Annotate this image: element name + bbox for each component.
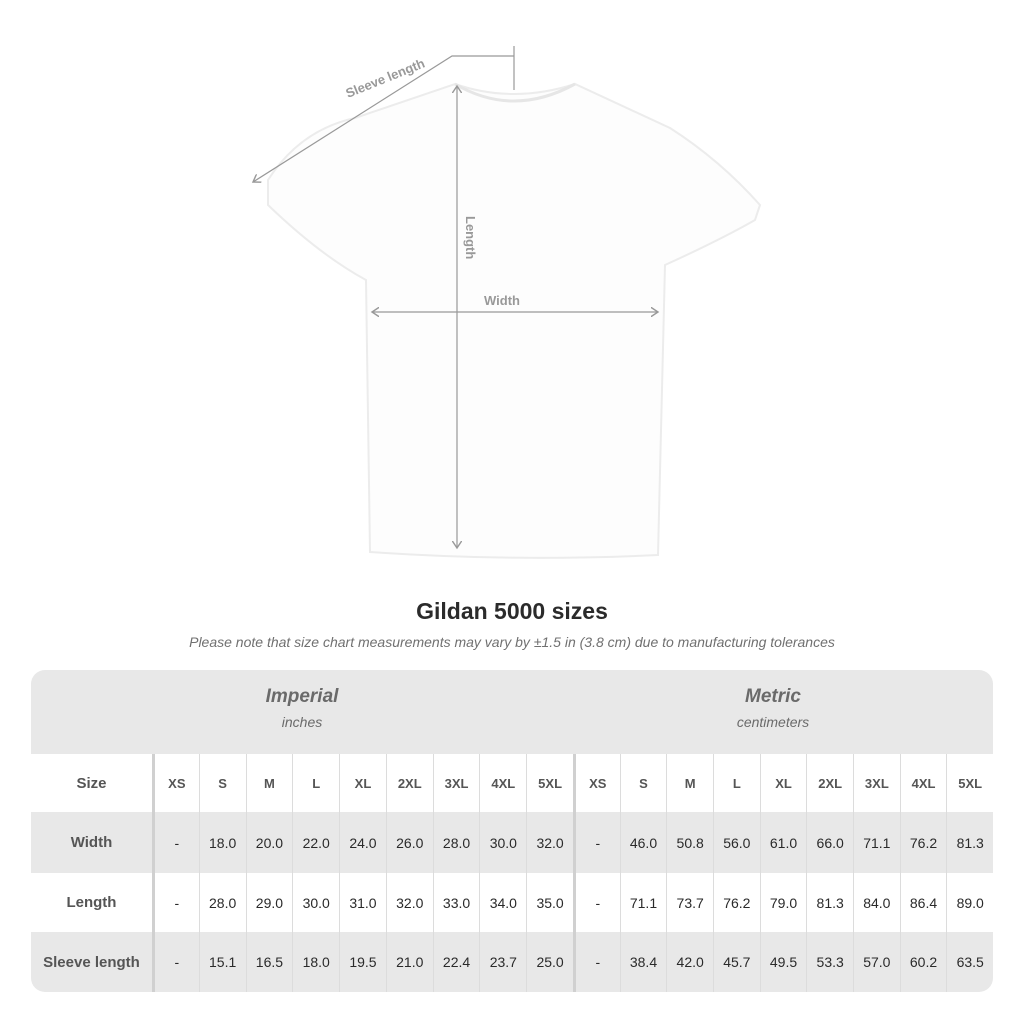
size-header-m: M [245, 754, 293, 812]
imperial-value: - [151, 812, 199, 873]
size-header-xs: XS [572, 754, 620, 812]
size-header-3xl: 3XL [432, 754, 480, 812]
imperial-value: 31.0 [339, 873, 386, 932]
imperial-value: 32.0 [385, 873, 433, 932]
sleeve-length-label: Sleeve length [344, 55, 427, 100]
imperial-value: 30.0 [479, 812, 526, 873]
metric-value: 89.0 [946, 873, 993, 932]
imperial-value: 28.0 [198, 873, 246, 932]
table-row: Sleeve length -15.1 16.5 18.0 19.5 21.0 22.4 23… [31, 932, 993, 992]
metric-value: 61.0 [759, 812, 807, 873]
size-header-3xl: 3XL [853, 754, 900, 812]
imperial-value: 35.0 [526, 873, 573, 932]
size-header-xs: XS [151, 754, 199, 812]
metric-value: 81.3 [946, 812, 993, 873]
tshirt-image [267, 82, 762, 559]
row-label: Length [66, 894, 117, 911]
size-header-m: M [666, 754, 713, 812]
metric-value: 38.4 [619, 932, 667, 992]
imperial-value: 23.7 [479, 932, 526, 992]
metric-value: 46.0 [619, 812, 667, 873]
imperial-value: 28.0 [432, 812, 480, 873]
size-header-l: L [713, 754, 760, 812]
imperial-value: - [151, 873, 199, 932]
imperial-unit: inches [281, 714, 323, 730]
length-label: Length [463, 216, 478, 259]
row-label: Sleeve length [43, 953, 140, 971]
imperial-value: 19.5 [339, 932, 386, 992]
metric-value: 42.0 [666, 932, 713, 992]
metric-value: 45.7 [713, 932, 760, 992]
metric-value: - [572, 932, 620, 992]
metric-value: 86.4 [899, 873, 947, 932]
imperial-group: Imperial inches [152, 686, 452, 730]
imperial-value: 34.0 [479, 873, 526, 932]
metric-group: Metric centimeters [623, 686, 923, 730]
size-header-2xl: 2XL [806, 754, 853, 812]
size-header-label: Size [76, 774, 107, 792]
imperial-value: 22.4 [432, 932, 480, 992]
page-title: Gildan 5000 sizes [416, 598, 608, 624]
table-row: Length -28.0 29.0 30.0 31.0 32.0 33.0 34.0 35.0-… [31, 873, 993, 932]
imperial-value: 18.0 [292, 932, 339, 992]
imperial-value: 26.0 [385, 812, 433, 873]
imperial-value: 22.0 [292, 812, 339, 873]
metric-value: 76.2 [713, 873, 760, 932]
size-header-4xl: 4XL [479, 754, 526, 812]
imperial-value: 30.0 [292, 873, 339, 932]
metric-value: 66.0 [806, 812, 853, 873]
metric-value: 84.0 [853, 873, 900, 932]
imperial-title: Imperial [265, 686, 339, 707]
width-label: Width [484, 293, 520, 308]
metric-value: 73.7 [666, 873, 713, 932]
size-header-s: S [619, 754, 667, 812]
metric-value: 60.2 [899, 932, 947, 992]
size-header-row: Size XS S M L XL 2XL 3XL 4XL 5XL XS S M L XL 2XL 3XL 4XL 5… [31, 754, 993, 812]
imperial-value: 25.0 [526, 932, 573, 992]
metric-value: 53.3 [806, 932, 853, 992]
metric-value: 79.0 [759, 873, 807, 932]
metric-value: 76.2 [899, 812, 947, 873]
imperial-value: 32.0 [526, 812, 573, 873]
size-header-s: S [198, 754, 246, 812]
imperial-value: 18.0 [198, 812, 246, 873]
imperial-value: 21.0 [385, 932, 433, 992]
sleeve-line [253, 55, 514, 182]
imperial-value: - [151, 932, 199, 992]
metric-title: Metric [745, 686, 801, 707]
size-header-xl: XL [339, 754, 386, 812]
size-header-5xl: 5XL [526, 754, 573, 812]
imperial-value: 15.1 [198, 932, 246, 992]
tshirt-diagram: Sleeve length Length Width [0, 46, 762, 559]
tolerance-note: Please note that size chart measurements… [189, 634, 835, 650]
metric-value: - [572, 812, 620, 873]
size-header-l: L [292, 754, 339, 812]
imperial-value: 20.0 [245, 812, 293, 873]
metric-value: 57.0 [853, 932, 900, 992]
metric-unit: centimeters [736, 714, 810, 730]
table-row: Width -18.0 20.0 22.0 24.0 26.0 28.0 30.0 32.0-4… [31, 812, 993, 873]
size-header-4xl: 4XL [899, 754, 947, 812]
metric-value: 63.5 [946, 932, 993, 992]
row-label: Width [70, 834, 113, 851]
metric-value: 56.0 [713, 812, 760, 873]
metric-value: 71.1 [853, 812, 900, 873]
metric-value: 71.1 [619, 873, 667, 932]
size-header-xl: XL [759, 754, 807, 812]
imperial-value: 24.0 [339, 812, 386, 873]
metric-value: 49.5 [759, 932, 807, 992]
metric-value: 81.3 [806, 873, 853, 932]
size-header-5xl: 5XL [946, 754, 993, 812]
imperial-value: 33.0 [432, 873, 480, 932]
metric-value: 50.8 [666, 812, 713, 873]
size-table: Imperial inches Metric centimeters Size X… [31, 670, 993, 992]
metric-value: - [572, 873, 620, 932]
imperial-value: 29.0 [245, 873, 293, 932]
table-group-header: Imperial inches Metric centimeters [31, 670, 993, 754]
size-header-2xl: 2XL [385, 754, 433, 812]
imperial-value: 16.5 [245, 932, 293, 992]
